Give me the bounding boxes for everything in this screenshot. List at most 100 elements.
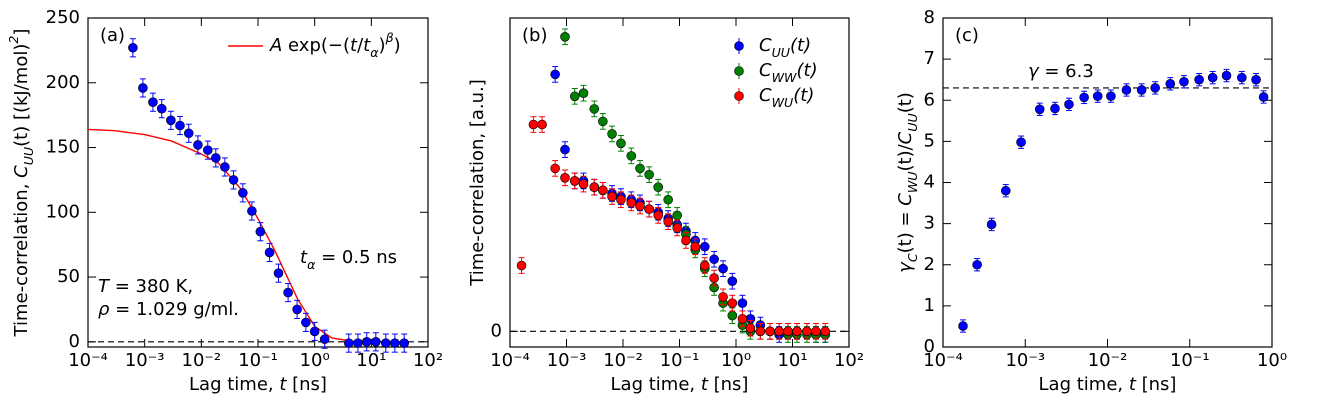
x-tick-label: 10⁻³ [547,350,587,371]
data-point [653,210,664,221]
text-part: α [307,257,316,272]
x-tick-label: 10⁰ [300,350,330,371]
data-point [228,175,239,185]
legend-label: A exp(−(t/tα)β) [269,30,401,60]
data-point [607,191,617,202]
x-tick-label: 10⁻³ [1005,350,1045,371]
data-point [972,259,982,270]
data-point [283,287,293,298]
panel-label: (a) [100,25,125,46]
data-point [626,151,637,161]
data-point [589,182,600,192]
data-point [560,144,570,155]
text-part: UU [772,45,790,60]
text-part: (t)/ [895,143,916,171]
data-point [718,263,728,274]
text-part: ρ [98,299,110,320]
data-point [1251,74,1261,85]
y-tick-label: 100 [46,201,80,222]
text-part: Lag time, [1039,374,1129,395]
data-point [986,219,997,230]
y-tick-label: 7 [924,48,935,69]
data-point [635,163,645,174]
legend-label: CWU(t) [759,85,814,110]
data-point [811,326,821,337]
data-point [264,247,275,258]
text-part: t [1129,374,1137,395]
text-part: = 380 K, [109,276,193,297]
y-tick-label: 8 [924,7,935,28]
data-point [550,163,560,174]
fit-curve [87,128,372,343]
y-tick-label: 6 [924,89,935,110]
data-point [765,326,775,337]
y-axis-label: Time-correlation, [a.u.] [467,79,488,287]
x-tick-label: 10² [834,350,864,371]
data-point [589,104,600,114]
data-point [699,260,710,271]
data-point [1034,104,1045,115]
data-point [1121,85,1132,95]
data-point [616,138,626,149]
data-point [1207,72,1218,83]
data-point [528,119,539,130]
text-part: (t) = [895,206,916,254]
data-point [183,128,194,139]
panel-label: (b) [522,25,547,46]
y-axis-label: γC(t) = CWU(t)/CUU(t) [895,92,920,273]
legend-swatch [734,91,744,101]
text-part: = 6.3 [1039,61,1094,82]
annotation: γ = 6.3 [1028,61,1094,82]
data-point [1136,85,1147,95]
text-part: = 1.029 g/ml. [109,299,239,320]
data-point [1079,92,1089,103]
text-part: (t) [(kJ/mol) [11,44,32,147]
data-point [390,338,400,348]
data-point [1064,99,1074,110]
data-point [1016,137,1026,147]
data-point [292,304,302,315]
text-part: / [357,35,364,56]
data-point [598,116,608,127]
x-tick-label: 10⁻² [603,350,643,371]
data-point [1150,83,1160,93]
data-point [616,194,626,205]
x-tick-label: 10⁻² [1088,350,1128,371]
text-part: C [759,60,772,81]
text-part: 2 [6,36,21,44]
data-point [672,223,682,233]
y-tick-label: 3 [924,213,935,234]
data-point [238,188,248,198]
y-tick-label: 2 [924,254,935,275]
data-point [569,91,580,102]
text-part: ) [394,35,401,56]
text-part: C [11,165,32,178]
legend: A exp(−(t/tα)β) [228,30,401,60]
x-tick-label: 10² [413,350,443,371]
legend-swatch [734,66,744,76]
data-point [709,254,719,265]
data-point [699,241,710,252]
text-part: [ns] [1136,374,1177,395]
text-part: β [385,30,394,45]
data-point [399,338,409,348]
text-part: γ [895,261,916,273]
data-point [1050,103,1060,114]
annotation: tα = 0.5 ns [300,247,397,272]
data-point [156,103,167,114]
y-tick-label: 150 [46,137,80,158]
text-part: C [895,193,916,206]
x-tick-label: 10⁰ [1257,350,1287,371]
text-part: = 0.5 ns [315,247,397,268]
text-part: WU [772,95,794,110]
data-point [273,268,284,278]
data-point [361,337,372,347]
legend: CUU(t)CWW(t)CWU(t) [734,35,818,110]
data-point [745,323,756,334]
data-point [635,201,645,211]
data-point [820,326,831,337]
data-point [1258,92,1269,102]
data-point [681,235,691,246]
y-tick-label: 250 [46,7,80,28]
data-point [560,31,570,42]
